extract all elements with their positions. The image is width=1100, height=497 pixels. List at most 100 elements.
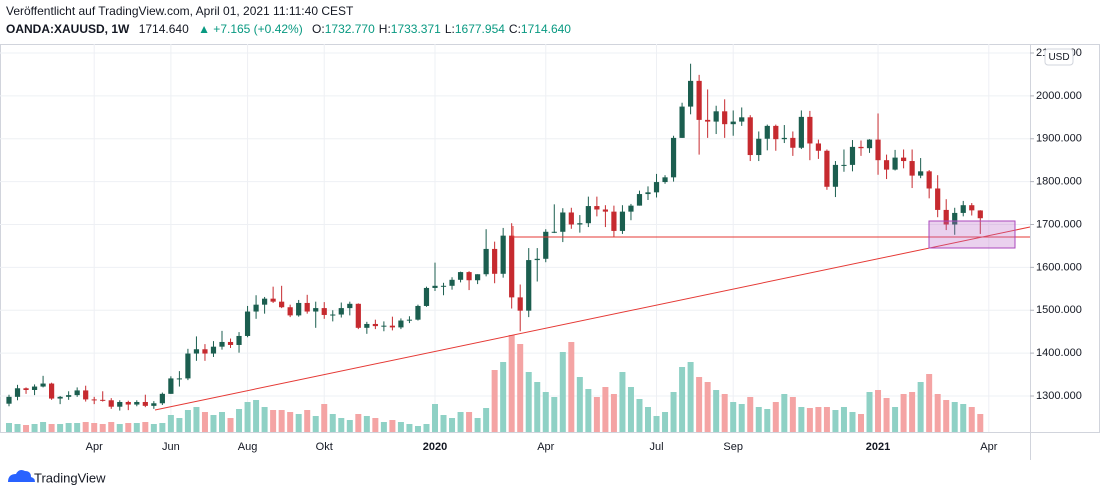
- volume-bar: [934, 394, 941, 432]
- volume-bar: [287, 412, 294, 432]
- candle-body: [159, 393, 165, 404]
- candle-body: [313, 308, 319, 312]
- candle-body: [492, 248, 498, 274]
- volume-bar: [517, 344, 524, 432]
- symbol-line: OANDA:XAUUSD, 1W 1714.640 ▲ +7.165 (+0.4…: [6, 22, 571, 36]
- candle-body: [688, 80, 694, 107]
- candle-body: [330, 314, 336, 316]
- volume-bar: [466, 412, 473, 432]
- candle-body: [926, 171, 932, 189]
- volume-bar: [551, 397, 558, 432]
- volume-bar: [866, 392, 873, 432]
- volume-bar: [619, 372, 626, 432]
- candle-body: [670, 137, 677, 178]
- candle-body: [457, 272, 464, 280]
- x-tick-label: Apr: [537, 441, 554, 453]
- volume-bar: [236, 409, 243, 432]
- volume-bar: [57, 424, 64, 432]
- candle-body: [798, 116, 804, 148]
- volume-bar: [679, 367, 686, 432]
- volume-bar: [840, 407, 847, 432]
- candle-body: [756, 138, 762, 156]
- x-tick-label: Aug: [238, 441, 258, 453]
- volume-bar: [389, 420, 396, 432]
- candle-body: [526, 260, 532, 311]
- volume-bar: [610, 394, 617, 432]
- volume-bar: [883, 398, 890, 432]
- candle-body: [560, 212, 566, 232]
- volume-bar: [253, 400, 260, 432]
- volume-bar: [14, 424, 21, 432]
- volume-bar: [943, 400, 950, 432]
- candle-body: [602, 209, 608, 212]
- x-tick-label: Jun: [162, 441, 180, 453]
- last-price: 1714.640: [139, 22, 189, 36]
- candle-body: [432, 285, 438, 288]
- volume-bar: [772, 402, 779, 432]
- candle-body: [534, 258, 540, 261]
- candle-body: [577, 223, 583, 225]
- candle-body: [628, 205, 634, 212]
- volume-bar: [926, 374, 933, 432]
- candle-body: [227, 341, 234, 345]
- volume-bar: [210, 415, 217, 432]
- ohlc-label: O:: [312, 22, 325, 36]
- ohlc-value: 1733.371: [391, 22, 441, 36]
- volume-bar: [525, 372, 532, 432]
- volume-bar: [432, 404, 438, 432]
- candle-body: [91, 399, 97, 401]
- candle-body: [31, 386, 38, 390]
- x-tick-label: Apr: [980, 441, 997, 453]
- volume-bar: [133, 423, 140, 432]
- candle-body: [500, 235, 506, 274]
- candle-body: [892, 157, 898, 170]
- volume-bar: [696, 377, 703, 432]
- volume-bar: [534, 382, 541, 432]
- candle-body: [960, 205, 966, 213]
- candle-body: [832, 164, 839, 187]
- candle-body: [338, 308, 344, 315]
- candle-body: [40, 383, 46, 387]
- volume-bar: [440, 415, 447, 432]
- zone-rectangle: [928, 220, 1016, 249]
- candle-body: [287, 307, 293, 316]
- volume-bar: [31, 424, 38, 432]
- y-tick-label: 1700.000: [1036, 218, 1082, 230]
- volume-bar: [491, 370, 498, 432]
- volume-bar: [585, 389, 592, 432]
- candle-body: [585, 206, 591, 224]
- candle-body: [100, 399, 106, 401]
- candle-body: [210, 346, 217, 354]
- trend-line: [154, 226, 1031, 411]
- candle-body: [193, 349, 200, 354]
- volume-bar: [568, 342, 575, 432]
- volume-bar: [960, 404, 967, 432]
- volume-bar: [968, 407, 975, 432]
- candle-body: [134, 401, 140, 405]
- volume-bar: [355, 414, 362, 432]
- candle-body: [355, 303, 361, 328]
- volume-bar: [704, 382, 711, 432]
- candle-body: [321, 308, 327, 315]
- ohlc-value: 1677.954: [455, 22, 505, 36]
- volume-bar: [483, 408, 490, 432]
- candle-body: [406, 319, 413, 321]
- volume-bar: [99, 424, 106, 432]
- volume-bar: [781, 394, 788, 432]
- candle-body: [943, 209, 949, 225]
- candle-body: [662, 177, 668, 183]
- candle-body: [679, 106, 685, 138]
- volume-bar: [627, 387, 634, 432]
- volume-bar: [917, 382, 924, 432]
- volume-bar: [338, 418, 345, 432]
- volume-bar: [730, 402, 737, 432]
- volume-bar: [261, 407, 268, 432]
- candle-body: [304, 302, 310, 312]
- volume-bar: [380, 422, 387, 432]
- volume-bar: [645, 407, 651, 432]
- volume-bar: [457, 412, 464, 432]
- volume-bar: [227, 418, 234, 432]
- volume-bar: [653, 416, 660, 432]
- candle-body: [977, 210, 983, 219]
